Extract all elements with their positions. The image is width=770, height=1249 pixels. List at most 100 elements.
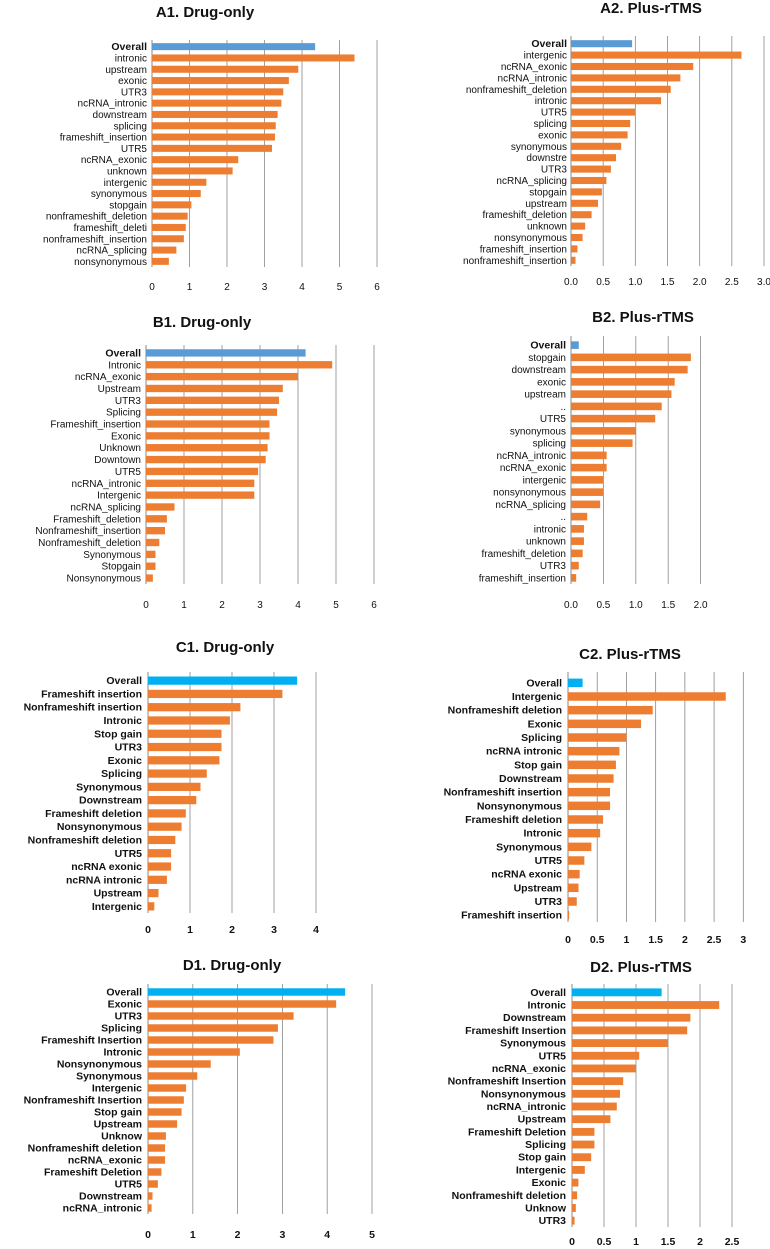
x-tick-label: 0 — [569, 1236, 575, 1248]
bar-downstream — [148, 1192, 153, 1200]
bar-frameshift-deletion — [571, 549, 583, 558]
category-label: ncRNA_exonic — [75, 372, 141, 383]
bar-splicing — [571, 119, 631, 128]
bar-overall — [148, 676, 298, 685]
category-label: Overall — [106, 675, 142, 687]
category-label: Frameshift_insertion — [50, 420, 141, 431]
bar-ncrna-splicing — [571, 176, 607, 185]
category-label: upstream — [105, 65, 147, 76]
bar-ncrna-intronic — [568, 746, 620, 756]
x-tick-label: 4 — [299, 282, 305, 293]
bar-upstream — [148, 888, 159, 898]
bar-intergenic — [146, 491, 255, 499]
bar-stopgain — [152, 201, 192, 209]
bar-nonsynonymous — [148, 1060, 211, 1068]
bar-nonframeshift-insertion — [152, 235, 184, 243]
bar-intronic — [571, 525, 584, 533]
category-label: Downstream — [503, 1012, 566, 1024]
bar-overall — [571, 40, 633, 48]
category-label: ncRNA_exonic — [500, 463, 566, 474]
bar-frameshift-insertion — [146, 420, 270, 428]
category-label: downstre — [526, 153, 567, 164]
category-label: Stop gain — [94, 1107, 142, 1119]
bar-utr3 — [148, 1012, 294, 1020]
category-label: ncRNA intronic — [66, 874, 142, 886]
bar-exonic — [571, 131, 628, 139]
bar-utr3 — [571, 561, 579, 570]
bar-nonsynonymous — [571, 488, 604, 496]
category-label: intronic — [535, 96, 567, 107]
category-label: Overall — [526, 677, 562, 689]
bar-downstream — [571, 365, 688, 374]
category-label: Splicing — [101, 768, 142, 780]
category-label: exonic — [118, 76, 147, 87]
category-label: Nonframeshift Insertion — [24, 1095, 142, 1107]
bar-ncrna-exonic — [148, 1156, 166, 1164]
bar-nonsynonymous — [146, 574, 153, 582]
category-label: Stop gain — [518, 1152, 566, 1164]
bar-utr3 — [148, 742, 222, 752]
bar-- — [571, 402, 662, 411]
bar-splicing — [568, 733, 627, 742]
bar-nonframeshift-insertion — [148, 703, 241, 712]
category-label: Nonframeshift_deletion — [38, 538, 141, 549]
x-tick-label: 0 — [149, 282, 155, 293]
category-label: UTR5 — [121, 144, 148, 155]
category-label: Stop gain — [514, 759, 562, 771]
category-label: Nonframeshift insertion — [444, 787, 562, 799]
bar-upstream — [148, 1120, 178, 1128]
category-label: UTR5 — [539, 1050, 567, 1062]
x-tick-label: 5 — [337, 282, 343, 293]
bar-nonframeshift-insertion — [148, 1096, 184, 1104]
bar-upstream — [146, 384, 283, 393]
bar-intronic — [568, 828, 601, 838]
category-label: ncRNA_splicing — [70, 502, 141, 513]
bar-nonframeshift-deletion — [152, 212, 188, 220]
category-label: UTR5 — [535, 855, 563, 867]
category-label: Splicing — [525, 1139, 566, 1151]
bar-stopgain — [571, 188, 602, 196]
bar-intergenic — [572, 1165, 585, 1174]
category-label: Nonframeshift insertion — [24, 702, 142, 714]
x-tick-label: 1 — [633, 1236, 639, 1248]
bar-exonic — [572, 1178, 579, 1187]
category-label: UTR5 — [115, 467, 142, 478]
category-label: exonic — [538, 130, 567, 141]
category-label: splicing — [533, 439, 566, 450]
category-label: unknown — [527, 222, 567, 233]
category-label: frameshift_deletion — [483, 210, 568, 221]
category-label: ncRNA exonic — [491, 869, 562, 881]
category-label: Intronic — [108, 360, 141, 371]
category-label: stopgain — [109, 200, 147, 211]
bar-downstream — [148, 796, 197, 805]
category-label: UTR5 — [540, 414, 567, 425]
category-label: Frameshift Deletion — [44, 1167, 142, 1179]
x-tick-label: 0.5 — [596, 277, 610, 288]
category-label: Unknow — [525, 1202, 567, 1214]
x-tick-label: 2 — [224, 282, 230, 293]
bar-utr5 — [571, 108, 636, 116]
category-label: intergenic — [523, 475, 566, 486]
bar-ncrna-exonic — [148, 862, 172, 871]
category-label: ncRNA_splicing — [495, 500, 566, 511]
bar-exonic — [571, 378, 675, 386]
x-tick-label: 5 — [333, 600, 339, 611]
category-label: Stopgain — [102, 562, 141, 573]
bar-nonframeshift-deletion — [146, 538, 160, 547]
category-label: Synonymous — [76, 1071, 142, 1083]
category-label: frameshift_insertion — [480, 244, 567, 255]
category-label: ncRNA_intronic — [498, 73, 567, 84]
bar-downstream — [152, 110, 278, 118]
category-label: Intronic — [104, 1047, 143, 1059]
category-label: Upstream — [514, 882, 562, 894]
category-label: nonsynonymous — [493, 488, 566, 499]
bar-synonymous — [148, 1072, 198, 1080]
x-tick-label: 1 — [624, 934, 630, 946]
bar-frameshift-deletion — [148, 1168, 162, 1176]
x-tick-label: 2.5 — [725, 277, 739, 288]
bar-overall — [152, 43, 316, 51]
x-tick-label: 0.5 — [590, 934, 605, 946]
x-tick-label: 0.5 — [597, 1236, 612, 1248]
category-label: Unknow — [101, 1131, 143, 1143]
